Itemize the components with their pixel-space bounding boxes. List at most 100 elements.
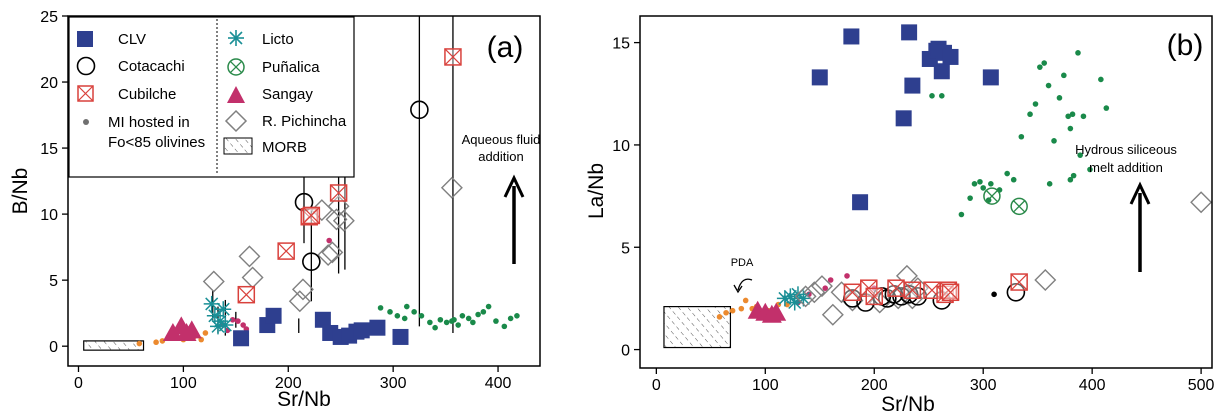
a-point-cotacachi	[410, 100, 429, 120]
a-point-mi-hosted-in-fo-85-olivines	[153, 339, 159, 346]
a-x-tick-label: 100	[170, 375, 197, 392]
a-point-mi-hosted-in-fo-85-olivines	[235, 318, 241, 324]
b-point-mi-hosted-in-fo-85-olivines	[729, 307, 736, 314]
b-point-clv	[895, 110, 912, 127]
b-point-mi-hosted-in-fo-85-olivines	[1045, 82, 1052, 89]
a-point-mi-hosted-in-fo-85-olivines	[514, 313, 520, 319]
b-point-sangay	[766, 302, 787, 321]
panel-b-ticks: 0 100 200 300 400 500 0 5 10 15	[612, 36, 1214, 394]
b-point-mi-hosted-in-fo-85-olivines	[1037, 64, 1043, 70]
a-point-r-pichincha	[291, 278, 314, 301]
a-y-tick-label: 5	[49, 273, 58, 290]
a-point-mi-hosted-in-fo-85-olivines	[411, 309, 417, 315]
legend-morb-icon	[223, 137, 253, 155]
panel-b-chart: 0 100 200 300 400 500 0 5 10 15 Sr/Nb La/Nb (b) H…	[585, 15, 1215, 416]
a-point-mi-hosted-in-fo-85-olivines	[394, 313, 401, 319]
a-point-clv	[353, 322, 370, 339]
legend-mi-label-line2: Fo<85 olivines	[108, 134, 205, 151]
legend-licto-icon	[228, 30, 244, 46]
b-point-cubilche	[903, 281, 922, 299]
a-point-mi-hosted-in-fo-85-olivines	[326, 237, 332, 244]
a-point-mi-hosted-in-fo-85-olivines	[507, 315, 514, 322]
a-point-clv	[233, 330, 250, 347]
a-point-r-pichincha	[202, 270, 225, 293]
a-point-mi-hosted-in-fo-85-olivines	[501, 323, 508, 330]
a-point-mi-hosted-in-fo-85-olivines	[377, 305, 384, 311]
b-point-mi-hosted-in-fo-85-olivines	[827, 277, 834, 283]
a-x-tick-label: 400	[485, 375, 512, 392]
legend-punalica-label: Puñalica	[262, 59, 320, 76]
a-point-r-pichincha	[317, 244, 340, 267]
panel-b-pda-arrowhead	[733, 284, 743, 294]
a-point-cubilche	[302, 206, 321, 225]
b-point-cotacachi	[1006, 282, 1026, 302]
b-point-cubilche	[1010, 273, 1028, 291]
panel-a-chart: 0 100 200 300 400 0 5 10 15 20 25 Sr/Nb B/Nb (a) A…	[9, 9, 541, 411]
a-point-cubilche	[444, 48, 462, 66]
a-point-mi-hosted-in-fo-85-olivines	[432, 324, 438, 331]
a-point-mi-hosted-in-fo-85-olivines	[465, 315, 472, 322]
legend-box	[68, 16, 355, 178]
a-point-mi-hosted-in-fo-85-olivines	[470, 319, 476, 326]
b-point-mi-hosted-in-fo-85-olivines	[958, 211, 965, 218]
panel-b-annotation-line2: melt addition	[1089, 160, 1163, 175]
a-point-mi-hosted-in-fo-85-olivines	[493, 318, 499, 324]
panel-a-up-arrow	[503, 174, 525, 264]
panel-a-label: (a)	[487, 31, 524, 64]
a-x-tick-label: 300	[380, 375, 407, 392]
legend-mi-label-line1: MI hosted in	[108, 114, 190, 131]
a-point-r-pichincha	[332, 209, 355, 232]
b-point-mi-hosted-in-fo-85-olivines	[967, 195, 973, 201]
a-point-mi-hosted-in-fo-85-olivines	[401, 315, 408, 322]
legend-cubilche-label: Cubilche	[118, 86, 176, 103]
a-point-r-pichincha	[440, 176, 463, 199]
legend-licto-label: Licto	[262, 31, 294, 48]
b-point-r-pichincha	[803, 281, 826, 304]
panel-a-marks	[83, 16, 520, 351]
b-point-mi-hosted-in-fo-85-olivines	[977, 178, 983, 185]
panel-b-pda-label: PDA	[731, 257, 754, 269]
b-point-mi-hosted-in-fo-85-olivines	[1098, 76, 1104, 83]
panel-b-label: (b)	[1167, 29, 1204, 62]
legend-punalica-icon	[227, 58, 245, 76]
legend-sangay-label: Sangay	[262, 86, 313, 103]
b-point-mi-hosted-in-fo-85-olivines	[1046, 181, 1053, 187]
a-point-mi-hosted-in-fo-85-olivines	[475, 311, 481, 318]
b-point-clv	[901, 24, 918, 41]
b-point-r-pichincha	[810, 275, 833, 298]
b-point-mi-hosted-in-fo-85-olivines	[1032, 101, 1039, 107]
b-x-tick-label: 500	[1188, 377, 1215, 394]
legend-pichincha-icon	[224, 109, 248, 133]
b-point-mi-hosted-in-fo-85-olivines	[1087, 166, 1093, 173]
a-point-mi-hosted-in-fo-85-olivines	[418, 313, 425, 319]
a-point-mi-hosted-in-fo-85-olivines	[403, 303, 410, 310]
b-point-mi-hosted-in-fo-85-olivines	[1056, 95, 1063, 101]
a-point-clv	[369, 319, 386, 336]
b-x-tick-label: 300	[970, 377, 997, 394]
panel-b-up-arrow	[1129, 181, 1151, 272]
a-point-mi-hosted-in-fo-85-olivines	[443, 319, 450, 326]
panel-a-plot-frame	[67, 15, 541, 367]
panel-b-y-axis-label: La/Nb	[585, 163, 608, 219]
a-point-clv	[314, 311, 331, 328]
a-point-mi-hosted-in-fo-85-olivines	[459, 313, 466, 319]
b-x-tick-label: 200	[861, 377, 888, 394]
b-point-mi-hosted-in-fo-85-olivines	[1010, 176, 1017, 183]
a-x-tick-label: 0	[74, 375, 83, 392]
a-point-r-pichincha	[288, 290, 311, 313]
b-point-mi-hosted-in-fo-85-olivines	[1067, 125, 1074, 132]
b-morb-field	[663, 306, 732, 349]
a-point-mi-hosted-in-fo-85-olivines	[202, 330, 209, 336]
b-y-tick-label: 0	[621, 343, 630, 360]
legend-morb-label: MORB	[262, 139, 307, 156]
b-point-mi-hosted-in-fo-85-olivines	[988, 181, 994, 187]
legend-cotacachi-label: Cotacachi	[118, 58, 185, 75]
a-x-tick-label: 200	[275, 375, 302, 392]
panel-b-pda-arrow	[737, 278, 753, 291]
b-point-r-pichincha	[830, 281, 853, 304]
panel-b-plot-frame	[639, 15, 1213, 369]
a-point-r-pichincha	[238, 245, 261, 268]
b-point-mi-hosted-in-fo-85-olivines	[971, 181, 978, 187]
a-point-r-pichincha	[325, 208, 348, 231]
a-point-clv	[392, 328, 409, 345]
